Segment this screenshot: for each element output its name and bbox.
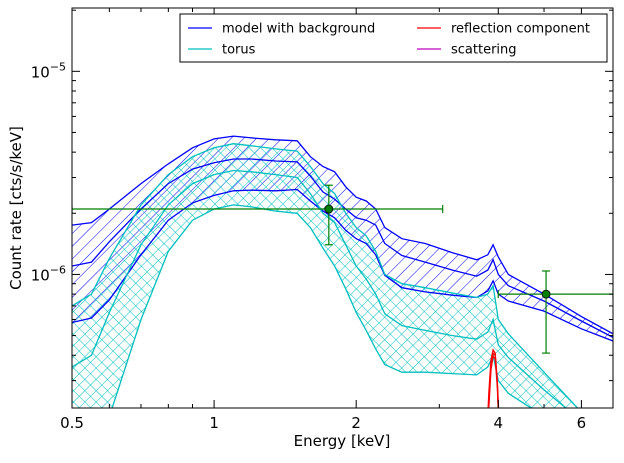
legend: model with background torus reflection com… — [179, 13, 608, 63]
legend-item: torus — [188, 43, 256, 58]
y-tick-label: 10−5 — [31, 60, 66, 81]
reflection-component-lower-line — [488, 355, 499, 408]
model-with-background-lower-line — [72, 188, 613, 342]
torus-lower-line — [111, 204, 533, 408]
x-tick-label: 1 — [209, 414, 219, 432]
model-with-background-upper-line — [72, 135, 613, 335]
plot-frame — [71, 7, 614, 409]
legend-label: torus — [222, 43, 256, 58]
data-marker — [324, 204, 334, 214]
torus-band — [72, 143, 578, 408]
legend-label: scattering — [451, 43, 517, 58]
x-tick-label: 4 — [494, 414, 504, 432]
x-tick-label: 2 — [351, 414, 361, 432]
torus-center-line — [72, 169, 567, 408]
x-tick-label: 6 — [577, 414, 587, 432]
y-axis-label: Count rate [cts/s/keV] — [7, 126, 25, 290]
model-with-background-center-line — [72, 158, 613, 338]
data-point-1 — [72, 184, 444, 246]
legend-label: reflection component — [451, 22, 590, 37]
data-marker — [541, 289, 551, 299]
legend-frame — [179, 13, 608, 63]
data-point-2 — [497, 270, 613, 354]
x-axis-label: Energy [keV] — [294, 432, 391, 450]
legend-item: model with background — [188, 22, 375, 37]
y-tick-label: 10−6 — [31, 263, 66, 284]
torus-upper-line — [72, 143, 579, 408]
legend-item: scattering — [417, 43, 517, 58]
x-tick-label: 0.5 — [60, 414, 84, 432]
legend-item: reflection component — [417, 22, 590, 37]
legend-label: model with background — [222, 22, 375, 37]
